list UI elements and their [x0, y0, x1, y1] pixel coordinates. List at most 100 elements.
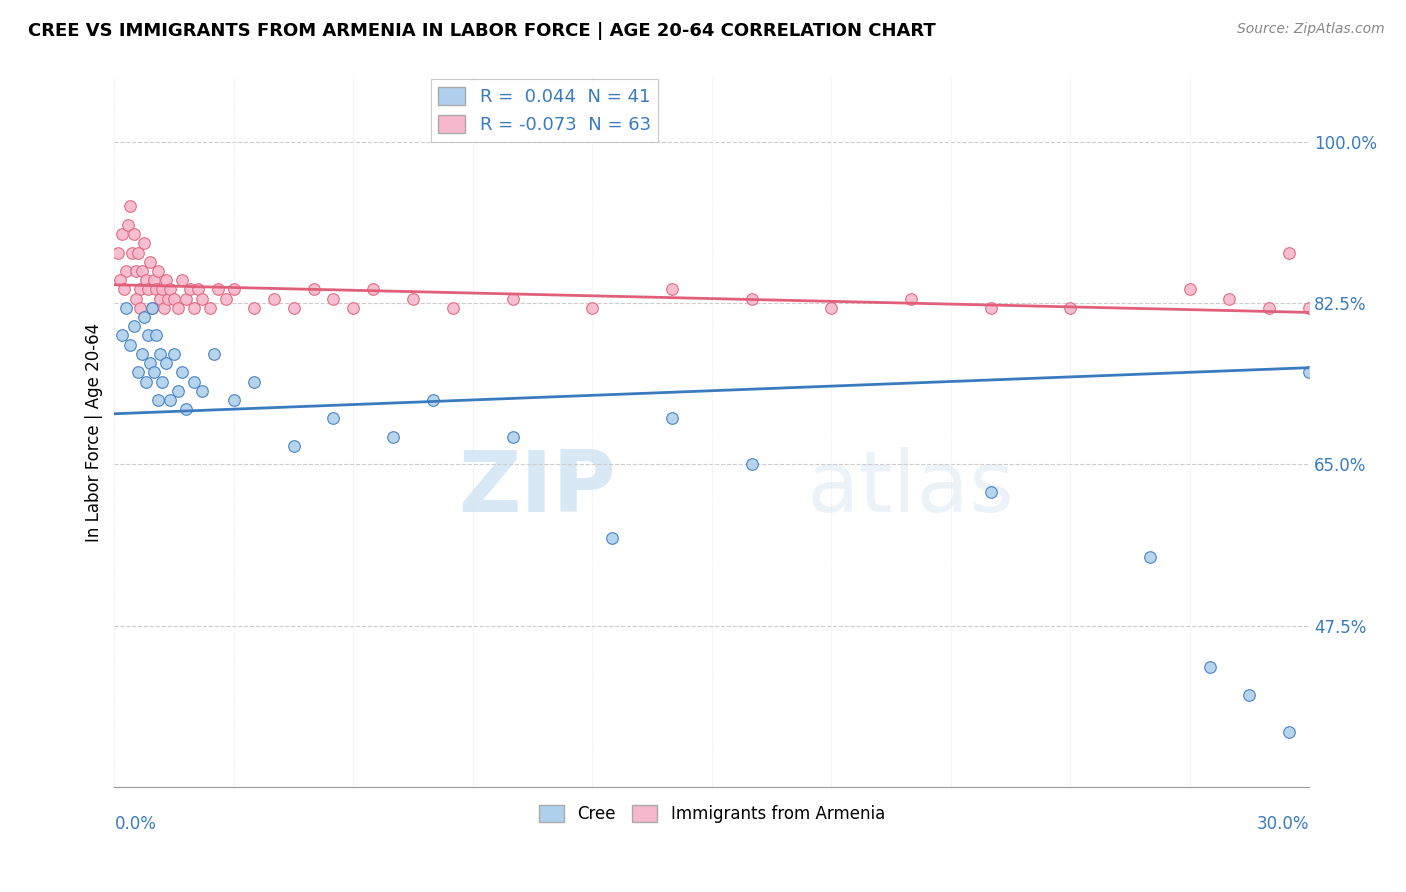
- Point: [163, 292, 186, 306]
- Point: [402, 292, 425, 306]
- Point: [1278, 245, 1301, 260]
- Point: [581, 301, 603, 315]
- Text: 0.0%: 0.0%: [114, 815, 156, 833]
- Point: [115, 264, 138, 278]
- Point: [167, 384, 190, 398]
- Point: [172, 273, 194, 287]
- Point: [141, 301, 163, 315]
- Point: [117, 218, 139, 232]
- Point: [183, 375, 205, 389]
- Point: [125, 292, 148, 306]
- Point: [502, 430, 524, 444]
- Point: [172, 365, 194, 379]
- Point: [145, 328, 167, 343]
- Point: [202, 347, 225, 361]
- Point: [741, 458, 763, 472]
- Point: [191, 384, 214, 398]
- Point: [155, 273, 177, 287]
- Point: [107, 245, 129, 260]
- Point: [129, 301, 152, 315]
- Point: [502, 292, 524, 306]
- Point: [136, 282, 159, 296]
- Point: [135, 273, 157, 287]
- Point: [174, 292, 197, 306]
- Point: [111, 328, 134, 343]
- Point: [1258, 301, 1281, 315]
- Point: [283, 439, 305, 453]
- Point: [820, 301, 842, 315]
- Point: [159, 282, 181, 296]
- Point: [243, 375, 266, 389]
- Point: [143, 365, 166, 379]
- Point: [136, 328, 159, 343]
- Point: [121, 245, 143, 260]
- Point: [157, 292, 180, 306]
- Point: [141, 301, 163, 315]
- Point: [1218, 292, 1240, 306]
- Point: [979, 301, 1001, 315]
- Point: [215, 292, 238, 306]
- Point: [134, 236, 156, 251]
- Point: [110, 273, 132, 287]
- Point: [134, 310, 156, 324]
- Point: [148, 392, 170, 407]
- Point: [322, 292, 344, 306]
- Point: [135, 375, 157, 389]
- Point: [1178, 282, 1201, 296]
- Point: [120, 337, 142, 351]
- Point: [143, 273, 166, 287]
- Point: [139, 254, 162, 268]
- Point: [382, 430, 405, 444]
- Point: [163, 347, 186, 361]
- Point: [145, 282, 167, 296]
- Point: [150, 282, 173, 296]
- Point: [167, 301, 190, 315]
- Point: [159, 392, 181, 407]
- Point: [302, 282, 325, 296]
- Point: [263, 292, 285, 306]
- Point: [174, 402, 197, 417]
- Point: [179, 282, 201, 296]
- Point: [187, 282, 209, 296]
- Point: [1239, 688, 1261, 702]
- Point: [1278, 724, 1301, 739]
- Point: [243, 301, 266, 315]
- Text: ZIP: ZIP: [458, 448, 616, 531]
- Point: [361, 282, 384, 296]
- Point: [661, 282, 683, 296]
- Point: [131, 347, 153, 361]
- Text: atlas: atlas: [807, 448, 1015, 531]
- Point: [1139, 549, 1161, 564]
- Point: [131, 264, 153, 278]
- Point: [900, 292, 922, 306]
- Point: [115, 301, 138, 315]
- Text: 30.0%: 30.0%: [1257, 815, 1309, 833]
- Point: [198, 301, 221, 315]
- Point: [191, 292, 214, 306]
- Point: [342, 301, 364, 315]
- Point: [125, 264, 148, 278]
- Point: [422, 392, 444, 407]
- Point: [127, 245, 149, 260]
- Point: [127, 365, 149, 379]
- Text: CREE VS IMMIGRANTS FROM ARMENIA IN LABOR FORCE | AGE 20-64 CORRELATION CHART: CREE VS IMMIGRANTS FROM ARMENIA IN LABOR…: [28, 22, 936, 40]
- Point: [124, 227, 146, 241]
- Point: [1298, 365, 1320, 379]
- Point: [155, 356, 177, 370]
- Point: [112, 282, 135, 296]
- Point: [150, 375, 173, 389]
- Point: [129, 282, 152, 296]
- Point: [124, 319, 146, 334]
- Point: [222, 282, 245, 296]
- Point: [322, 411, 344, 425]
- Point: [283, 301, 305, 315]
- Point: [741, 292, 763, 306]
- Point: [1198, 660, 1220, 674]
- Point: [1059, 301, 1081, 315]
- Legend: Cree, Immigrants from Armenia: Cree, Immigrants from Armenia: [531, 798, 891, 830]
- Point: [149, 347, 172, 361]
- Point: [120, 199, 142, 213]
- Point: [148, 264, 170, 278]
- Point: [600, 531, 623, 545]
- Point: [111, 227, 134, 241]
